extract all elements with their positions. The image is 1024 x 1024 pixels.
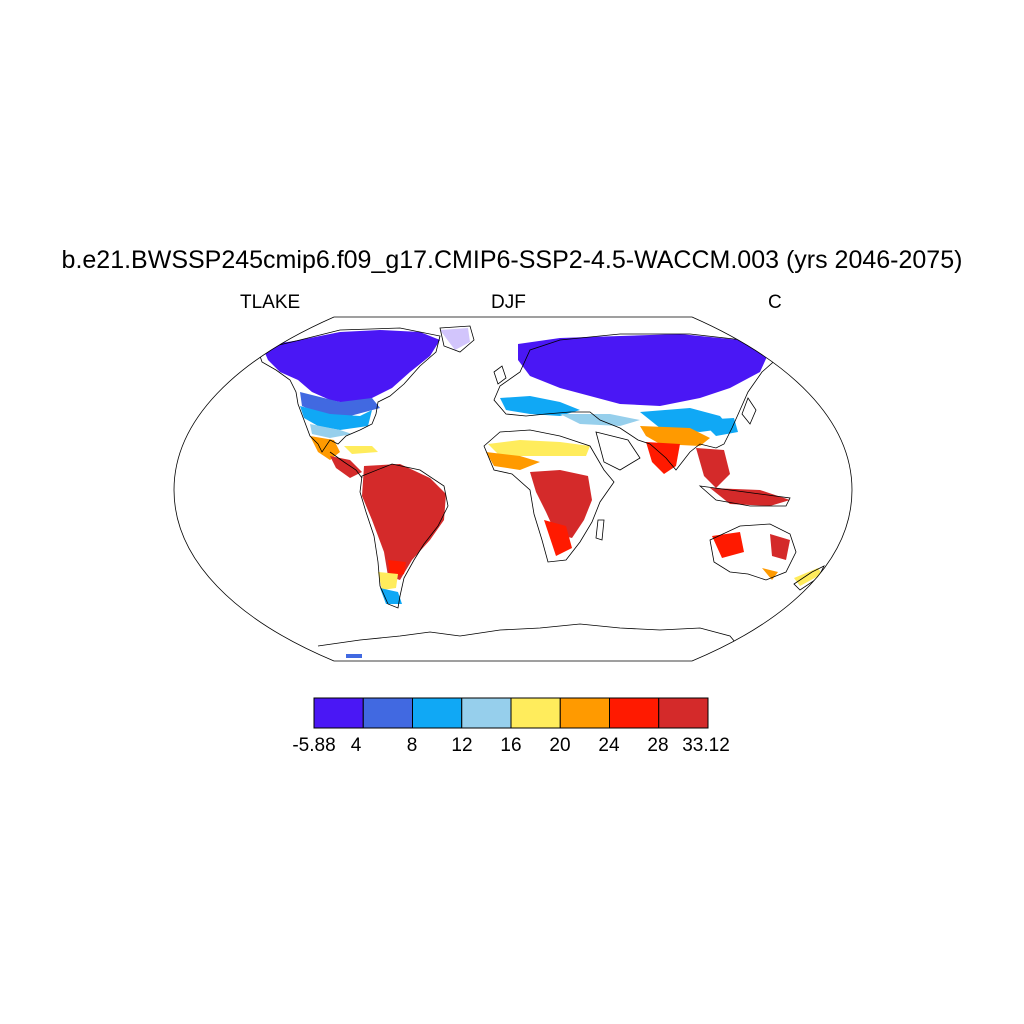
arabia-coastline	[595, 431, 641, 471]
west-africa-patch	[486, 452, 540, 470]
eurasia-coastline	[493, 333, 781, 471]
colorbar-swatch	[461, 697, 512, 729]
colorbar-swatch	[658, 697, 709, 729]
north-america-warm-band	[300, 406, 372, 430]
colorbar-swatch	[362, 697, 413, 729]
south-asia-warm-patch	[640, 426, 710, 446]
colorbar-tick-label: -5.88	[292, 735, 336, 756]
africa-coastline	[483, 429, 615, 563]
variable-label: TLAKE	[240, 292, 301, 313]
map-boundary	[173, 316, 853, 662]
south-america-coastline	[359, 463, 449, 609]
australia-hot-patch	[712, 532, 744, 558]
colorbar	[313, 697, 709, 729]
colorbar-tick-label: 16	[500, 735, 522, 756]
colorbar-tick-label: 20	[549, 735, 571, 756]
central-africa-hot-patch	[530, 470, 592, 538]
colorbar-swatch	[510, 697, 561, 729]
greenland-coastline	[439, 325, 475, 353]
colorbar-tick-label: 33.12	[682, 735, 730, 756]
colorbar-swatch	[559, 697, 610, 729]
figure-title: b.e21.BWSSP245cmip6.f09_g17.CMIP6-SSP2-4…	[61, 246, 963, 274]
eurasia-cold-patch	[518, 334, 770, 406]
caribbean-patch	[344, 446, 378, 454]
colorbar-tick-label: 28	[647, 735, 669, 756]
british-isles-coastline	[493, 365, 507, 385]
patagonia-cool-patch	[380, 588, 402, 604]
new-zealand-patch	[794, 568, 822, 586]
colorbar-tick-label: 12	[451, 735, 473, 756]
indochina-hot-patch	[696, 448, 730, 488]
australia-coastline	[709, 523, 797, 581]
coastlines	[257, 325, 825, 649]
north-africa-warm-band	[488, 440, 590, 456]
indonesia-hot-patch	[710, 488, 790, 506]
central-america-patch	[330, 456, 362, 478]
india-hot-patch	[646, 442, 680, 474]
colorbar-tick-label: 8	[406, 735, 418, 756]
patagonia-warm-patch	[378, 572, 398, 590]
europe-mid-patch	[500, 396, 580, 416]
north-america-mid-patch	[300, 392, 380, 416]
greenland-cold-patch	[440, 328, 470, 350]
indonesia-coastline	[698, 485, 791, 507]
colorbar-swatch	[609, 697, 660, 729]
australia-east-patch	[770, 534, 790, 560]
season-label: DJF	[491, 292, 526, 313]
south-america-hot-patch	[362, 464, 446, 580]
antarctica-speck	[346, 654, 362, 658]
antarctica-coastline	[317, 623, 741, 649]
colorbar-swatch	[313, 697, 364, 729]
colorbar-swatch	[412, 697, 463, 729]
madagascar-coastline	[595, 519, 605, 541]
north-america-coastline	[257, 327, 441, 453]
lake-temperature-field	[262, 328, 822, 658]
central-america-coastline	[329, 451, 363, 479]
east-asia-cool-patch	[700, 418, 738, 436]
north-america-cold-patch	[262, 330, 440, 404]
colorbar-tick-label: 24	[598, 735, 620, 756]
japan-coastline	[741, 397, 757, 425]
us-south-band	[310, 424, 352, 438]
colorbar-tick-label: 4	[350, 735, 362, 756]
south-africa-patch	[544, 520, 572, 556]
units-label: C	[768, 292, 782, 313]
